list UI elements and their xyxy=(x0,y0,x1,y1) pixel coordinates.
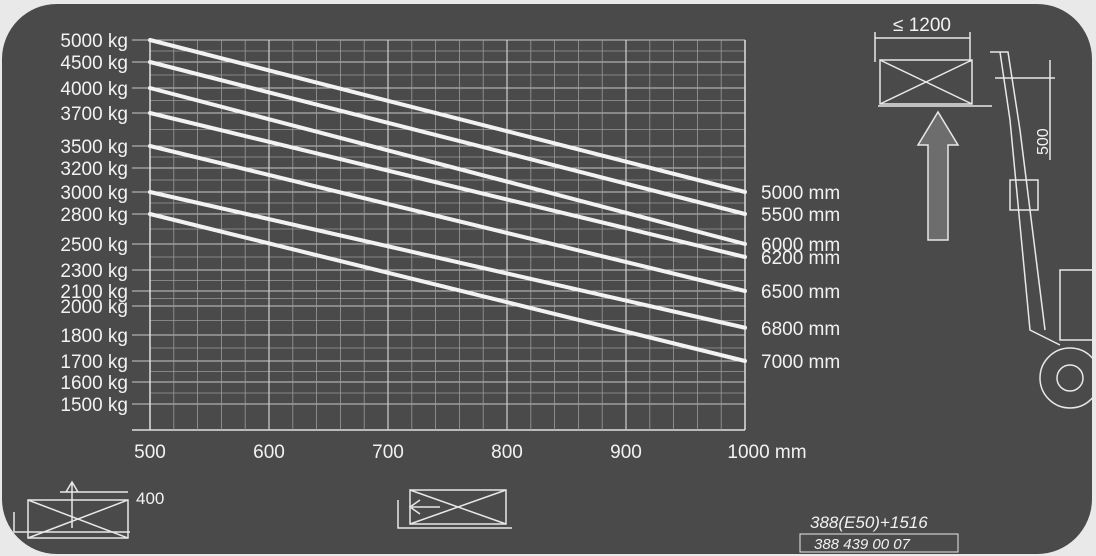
part-number: 388 439 00 07 xyxy=(814,536,911,553)
pallet-diagram-center xyxy=(397,489,512,529)
series-label: 6500 mm xyxy=(761,282,840,303)
x-tick-label: 500 xyxy=(134,442,166,463)
pallet-center-arrow xyxy=(408,499,440,515)
series-line xyxy=(148,212,747,363)
y-tick-label: 1500 kg xyxy=(60,395,128,416)
lift-arrow xyxy=(916,110,960,241)
y-tick-label: 4500 kg xyxy=(60,53,128,74)
y-tick-label: 1700 kg xyxy=(60,352,128,373)
pallet-box-left xyxy=(27,499,129,539)
y-tick-label: 1600 kg xyxy=(60,373,128,394)
mast-outline xyxy=(990,51,1061,346)
x-tick-label: 900 xyxy=(610,442,642,463)
y-tick-label: 2800 kg xyxy=(60,205,128,226)
y-tick-label: 2300 kg xyxy=(60,261,128,282)
side-dimension-label: 500 xyxy=(1035,128,1052,155)
y-tick-label: 3700 kg xyxy=(60,104,128,125)
series-label: 6000 mm xyxy=(761,235,840,256)
y-tick-label: 5000 kg xyxy=(60,31,128,52)
series-line xyxy=(148,60,747,216)
series-label: 6200 mm xyxy=(761,248,840,269)
y-tick-label: 2100 kg xyxy=(60,282,128,303)
series-label: 7000 mm xyxy=(761,352,840,373)
width-dimension-label: ≤ 1200 xyxy=(893,15,951,36)
series-line xyxy=(148,86,747,246)
y-tick-label: 1800 kg xyxy=(60,326,128,347)
series-line xyxy=(148,190,747,330)
model-code: 388(E50)+1516 xyxy=(810,513,928,532)
y-tick-label: 4000 kg xyxy=(60,79,128,100)
y-tick-label: 3000 kg xyxy=(60,183,128,204)
series-line xyxy=(148,144,747,293)
x-tick-label: 600 xyxy=(253,442,285,463)
pallet-left-arrow xyxy=(65,480,79,528)
cab-block xyxy=(1059,269,1096,341)
plate-background xyxy=(2,4,1092,554)
part-number-box xyxy=(799,533,959,553)
x-tick-label: 800 xyxy=(491,442,523,463)
y-tick-label: 2500 kg xyxy=(60,235,128,256)
series-label: 5000 mm xyxy=(761,183,840,204)
y-tick-label: 3500 kg xyxy=(60,137,128,158)
mast-diagram xyxy=(874,32,1096,409)
pallet-center-fork xyxy=(397,500,512,529)
load-box xyxy=(879,59,973,105)
wheel-inner xyxy=(1056,364,1084,392)
series-line xyxy=(148,38,747,194)
counterweight xyxy=(1009,179,1039,211)
pallet-diagram-left xyxy=(13,480,130,539)
pallet-left-fork xyxy=(13,512,130,533)
pallet-center-diagonal-2 xyxy=(409,489,507,525)
series-label: 5500 mm xyxy=(761,205,840,226)
depth-dimension-label: 400 xyxy=(136,489,164,508)
x-tick-label: 1000 mm xyxy=(727,442,806,463)
wheel-outer xyxy=(1039,347,1096,409)
y-tick-label: 2000 kg xyxy=(60,297,128,318)
y-tick-label: 3200 kg xyxy=(60,159,128,180)
series-label: 6800 mm xyxy=(761,319,840,340)
series-line xyxy=(148,111,747,259)
x-tick-label: 700 xyxy=(372,442,404,463)
load-box-diagonal-2 xyxy=(879,59,973,105)
